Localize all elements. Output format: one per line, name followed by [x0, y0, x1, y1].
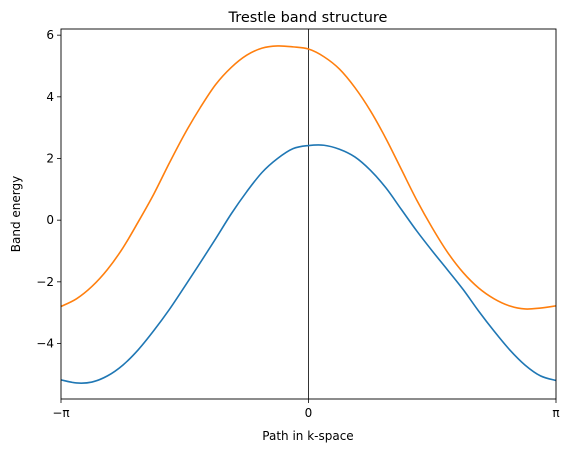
x-axis-label: Path in k-space	[262, 429, 353, 443]
band-line-1	[60, 144, 557, 384]
y-tick-label: 4	[46, 90, 54, 104]
x-tick-label: −π	[52, 406, 69, 420]
chart-title: Trestle band structure	[228, 10, 388, 26]
band-line-2	[60, 45, 557, 310]
plot-layer	[60, 29, 557, 399]
y-tick-label: −2	[36, 275, 54, 289]
x-tick-label: π	[552, 406, 559, 420]
y-tick-label: −4	[36, 337, 54, 351]
y-tick-label: 2	[46, 152, 54, 166]
y-axis-label: Band energy	[9, 176, 23, 252]
y-tick-label: 0	[46, 213, 54, 227]
y-tick-label: 6	[46, 28, 54, 42]
x-tick-label: 0	[305, 406, 313, 420]
